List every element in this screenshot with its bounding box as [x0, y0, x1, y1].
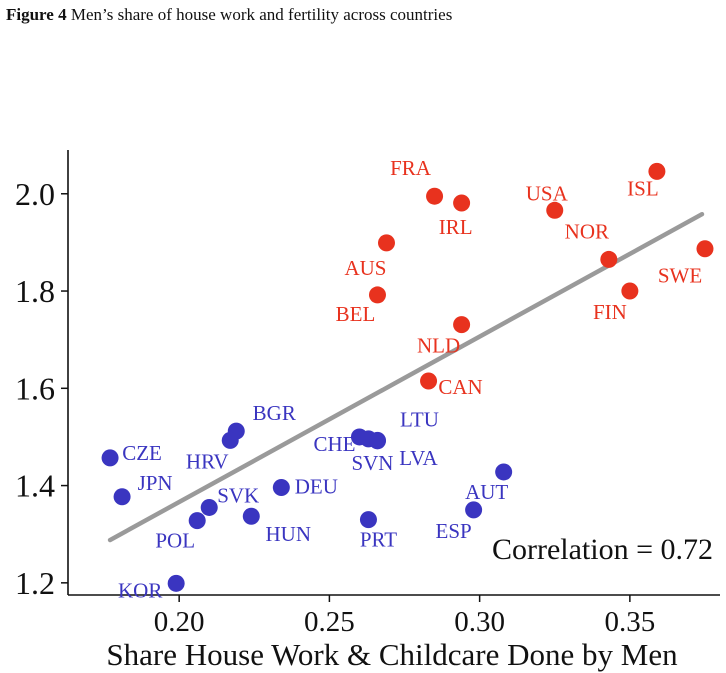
point-nor — [600, 250, 618, 268]
trend-line-group — [107, 211, 705, 543]
trend-line — [107, 211, 705, 543]
point-label-ltu: LTU — [400, 407, 439, 431]
point-label-isl: ISL — [627, 176, 659, 200]
point-cze — [101, 449, 119, 467]
point-label-svk: SVK — [217, 483, 259, 507]
point-label-bel: BEL — [336, 302, 376, 326]
point-nld — [453, 316, 471, 334]
point-label-kor: KOR — [118, 578, 162, 602]
correlation-annotation: Correlation = 0.72 — [492, 533, 713, 566]
point-label-deu: DEU — [295, 475, 338, 499]
point-label-nld: NLD — [417, 334, 460, 358]
point-svk — [200, 498, 218, 516]
point-label-swe: SWE — [658, 264, 702, 288]
point-usa — [546, 201, 564, 219]
point-aut — [495, 463, 513, 481]
x-tick-label: 0.30 — [454, 606, 505, 638]
point-label-cze: CZE — [122, 441, 162, 465]
y-tick-label: 1.8 — [15, 273, 55, 309]
point-kor — [167, 574, 185, 592]
point-prt — [359, 511, 377, 529]
axes: 1.2 1.4 1.6 1.8 2.0 0.20 0.25 0.30 0.35 — [15, 150, 720, 638]
point-label-can: CAN — [438, 375, 482, 399]
point-label-aus: AUS — [344, 256, 386, 280]
point-swe — [696, 240, 714, 258]
figure-number: Figure 4 — [6, 5, 67, 24]
y-tick-label: 2.0 — [15, 176, 55, 212]
point-lva — [368, 432, 386, 450]
point-label-fin: FIN — [593, 300, 627, 324]
x-tick-label: 0.35 — [604, 606, 655, 638]
point-label-fra: FRA — [390, 156, 432, 180]
point-label-irl: IRL — [439, 215, 473, 239]
point-label-pol: POL — [155, 529, 195, 553]
y-tick-label: 1.2 — [15, 565, 55, 601]
point-label-prt: PRT — [360, 528, 397, 552]
point-label-hun: HUN — [266, 522, 312, 546]
data-points — [101, 162, 714, 592]
point-bel — [368, 286, 386, 304]
y-tick-label: 1.4 — [15, 468, 55, 504]
point-label-svn: SVN — [351, 451, 393, 475]
point-labels: FRA IRL USA ISL NOR SWE AUS BEL FIN NLD CAN BGR HRV C… — [118, 156, 702, 602]
x-axis-label: Share House Work & Childcare Done by Men — [106, 637, 678, 672]
figure-title: Men’s share of house work and fertility … — [70, 5, 453, 24]
point-irl — [453, 194, 471, 212]
point-label-esp: ESP — [436, 519, 472, 543]
point-label-lva: LVA — [399, 446, 438, 470]
point-label-bgr: BGR — [253, 401, 296, 425]
x-tick-label: 0.20 — [154, 606, 205, 638]
point-deu — [272, 479, 290, 497]
x-tick-label: 0.25 — [304, 606, 355, 638]
point-label-jpn: JPN — [138, 471, 173, 495]
point-fra — [426, 187, 444, 205]
point-label-nor: NOR — [565, 219, 609, 243]
point-esp — [465, 501, 483, 519]
point-label-che: CHE — [313, 432, 355, 456]
point-can — [420, 372, 438, 390]
point-label-aut: AUT — [465, 480, 508, 504]
point-label-hrv: HRV — [186, 449, 229, 473]
y-tick-label: 1.6 — [15, 370, 55, 406]
point-fin — [621, 282, 639, 300]
point-jpn — [113, 488, 131, 506]
point-isl — [648, 162, 666, 180]
point-label-usa: USA — [526, 181, 569, 205]
point-hrv — [221, 431, 239, 449]
figure-caption: Figure 4 Men’s share of house work and f… — [6, 5, 452, 25]
point-hun — [242, 507, 260, 525]
point-aus — [377, 234, 395, 252]
point-pol — [188, 512, 206, 530]
